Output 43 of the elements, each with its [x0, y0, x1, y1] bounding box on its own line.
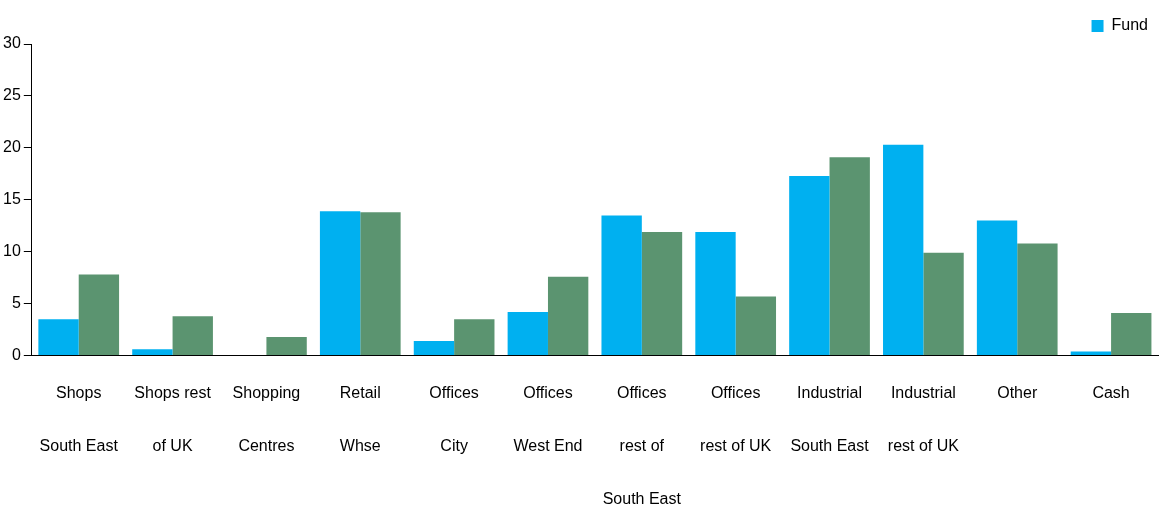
bar	[413, 341, 455, 356]
x-tick-label: Cash	[1092, 384, 1130, 402]
category-label: Shops rest of UK	[134, 384, 211, 455]
bar	[695, 232, 736, 356]
x-tick-label: Other	[997, 384, 1038, 402]
bar	[38, 319, 79, 356]
bar	[976, 220, 1018, 356]
legend-label: Fund	[1111, 16, 1148, 34]
bar	[1017, 243, 1058, 356]
bar	[923, 252, 964, 356]
bar	[360, 212, 401, 356]
y-tick-label: 0	[11, 346, 21, 364]
bar	[132, 349, 173, 356]
bar	[789, 175, 830, 356]
bar	[319, 211, 361, 356]
y-tick-label: 10	[3, 242, 21, 260]
category-label: Offices West End	[513, 384, 583, 455]
y-tick-label: 30	[3, 34, 21, 52]
category-label: Retail Whse	[339, 384, 381, 455]
bar	[507, 311, 548, 356]
y-tick-label: 5	[11, 294, 21, 312]
bar	[829, 157, 870, 356]
category-label: Offices rest of UK	[700, 384, 772, 455]
bar	[1111, 313, 1152, 356]
bar	[78, 274, 120, 356]
category-label: Offices City	[429, 384, 479, 455]
category-label: Shopping Centres	[232, 384, 301, 455]
bar	[735, 296, 777, 356]
category-label: Industrial rest of UK	[887, 384, 959, 455]
category-label: Offices rest of South East	[602, 384, 681, 508]
bar	[641, 232, 683, 356]
bar	[172, 316, 213, 356]
y-tick-label: 25	[3, 86, 21, 104]
bar	[454, 319, 495, 356]
bar	[547, 276, 589, 356]
category-label: Shops South East	[39, 384, 118, 455]
bar	[883, 144, 924, 356]
y-tick-label: 15	[3, 190, 21, 208]
y-tick-label: 20	[3, 138, 21, 156]
category-label: Industrial South East	[790, 384, 869, 455]
bar	[601, 215, 642, 356]
bar	[266, 336, 307, 356]
bar	[1070, 351, 1112, 356]
